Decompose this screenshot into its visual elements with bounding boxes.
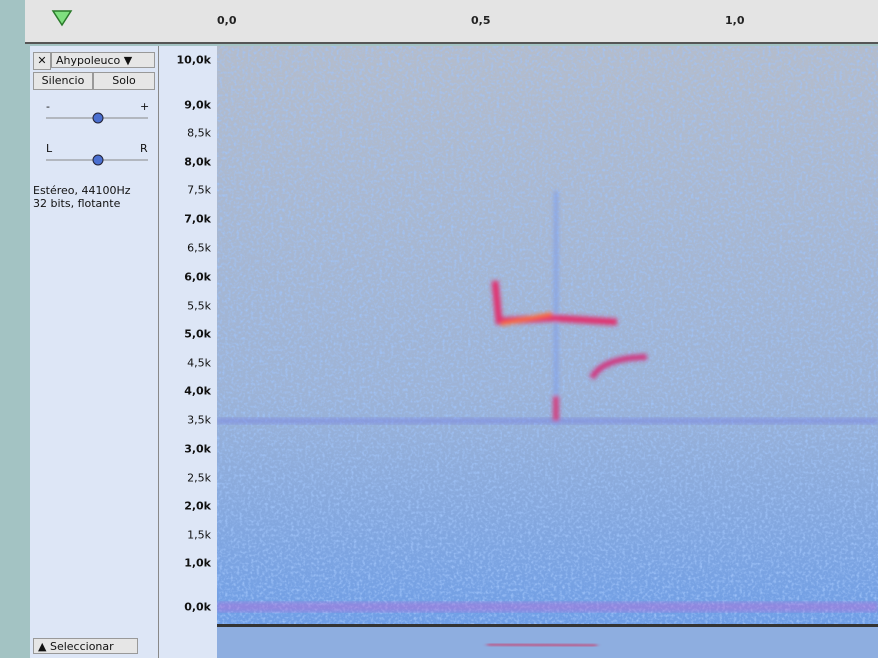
time-label: 0,0 xyxy=(217,14,237,27)
frequency-label: 1,0k xyxy=(184,557,211,570)
frequency-label: 6,5k xyxy=(187,242,211,255)
timeline-ruler[interactable]: 0,0 0,5 1,0 xyxy=(25,0,878,44)
frequency-label: 6,0k xyxy=(184,271,211,284)
frequency-label: 8,0k xyxy=(184,156,211,169)
track-name-menu[interactable]: Ahypoleuco ▼ xyxy=(51,52,155,68)
close-button[interactable]: ✕ xyxy=(33,52,51,70)
frequency-label: 7,0k xyxy=(184,213,211,226)
frequency-axis: 10,0k 9,0k 8,5k 8,0k 7,5k 7,0k 6,5k 6,0k 5,5k 5,0… xyxy=(159,46,217,658)
mute-button[interactable]: Silencio xyxy=(33,72,93,90)
frequency-label: 3,5k xyxy=(187,414,211,427)
track-control-panel: ✕ Ahypoleuco ▼ Silencio Solo - + L R Est… xyxy=(30,46,159,658)
frequency-label: 7,5k xyxy=(187,184,211,197)
solo-button[interactable]: Solo xyxy=(93,72,155,90)
track-format: Estéreo, 44100Hz xyxy=(33,184,131,197)
audacity-window: 0,0 0,5 1,0 ✕ Ahypoleuco ▼ Silencio Solo -… xyxy=(0,0,878,658)
play-head[interactable] xyxy=(51,8,73,28)
frequency-label: 2,0k xyxy=(184,500,211,513)
frequency-label: 0,0k xyxy=(184,601,211,614)
frequency-label: 9,0k xyxy=(184,99,211,112)
select-button[interactable]: ▲ Seleccionar xyxy=(33,638,138,654)
frequency-label: 5,0k xyxy=(184,328,211,341)
select-label: Seleccionar xyxy=(50,640,114,653)
pan-slider[interactable] xyxy=(44,154,150,166)
frequency-label: 5,5k xyxy=(187,300,211,313)
frequency-label: 3,0k xyxy=(184,443,211,456)
frequency-label: 4,0k xyxy=(184,385,211,398)
gain-slider[interactable] xyxy=(44,112,150,124)
time-label: 0,5 xyxy=(471,14,491,27)
frequency-label: 10,0k xyxy=(177,54,211,67)
time-label: 1,0 xyxy=(725,14,745,27)
track-bits: 32 bits, flotante xyxy=(33,197,120,210)
spectrogram xyxy=(217,46,878,658)
track-name: Ahypoleuco xyxy=(56,54,120,67)
frequency-label: 2,5k xyxy=(187,472,211,485)
frequency-label: 1,5k xyxy=(187,529,211,542)
frequency-label: 4,5k xyxy=(187,357,211,370)
frequency-label: 8,5k xyxy=(187,127,211,140)
